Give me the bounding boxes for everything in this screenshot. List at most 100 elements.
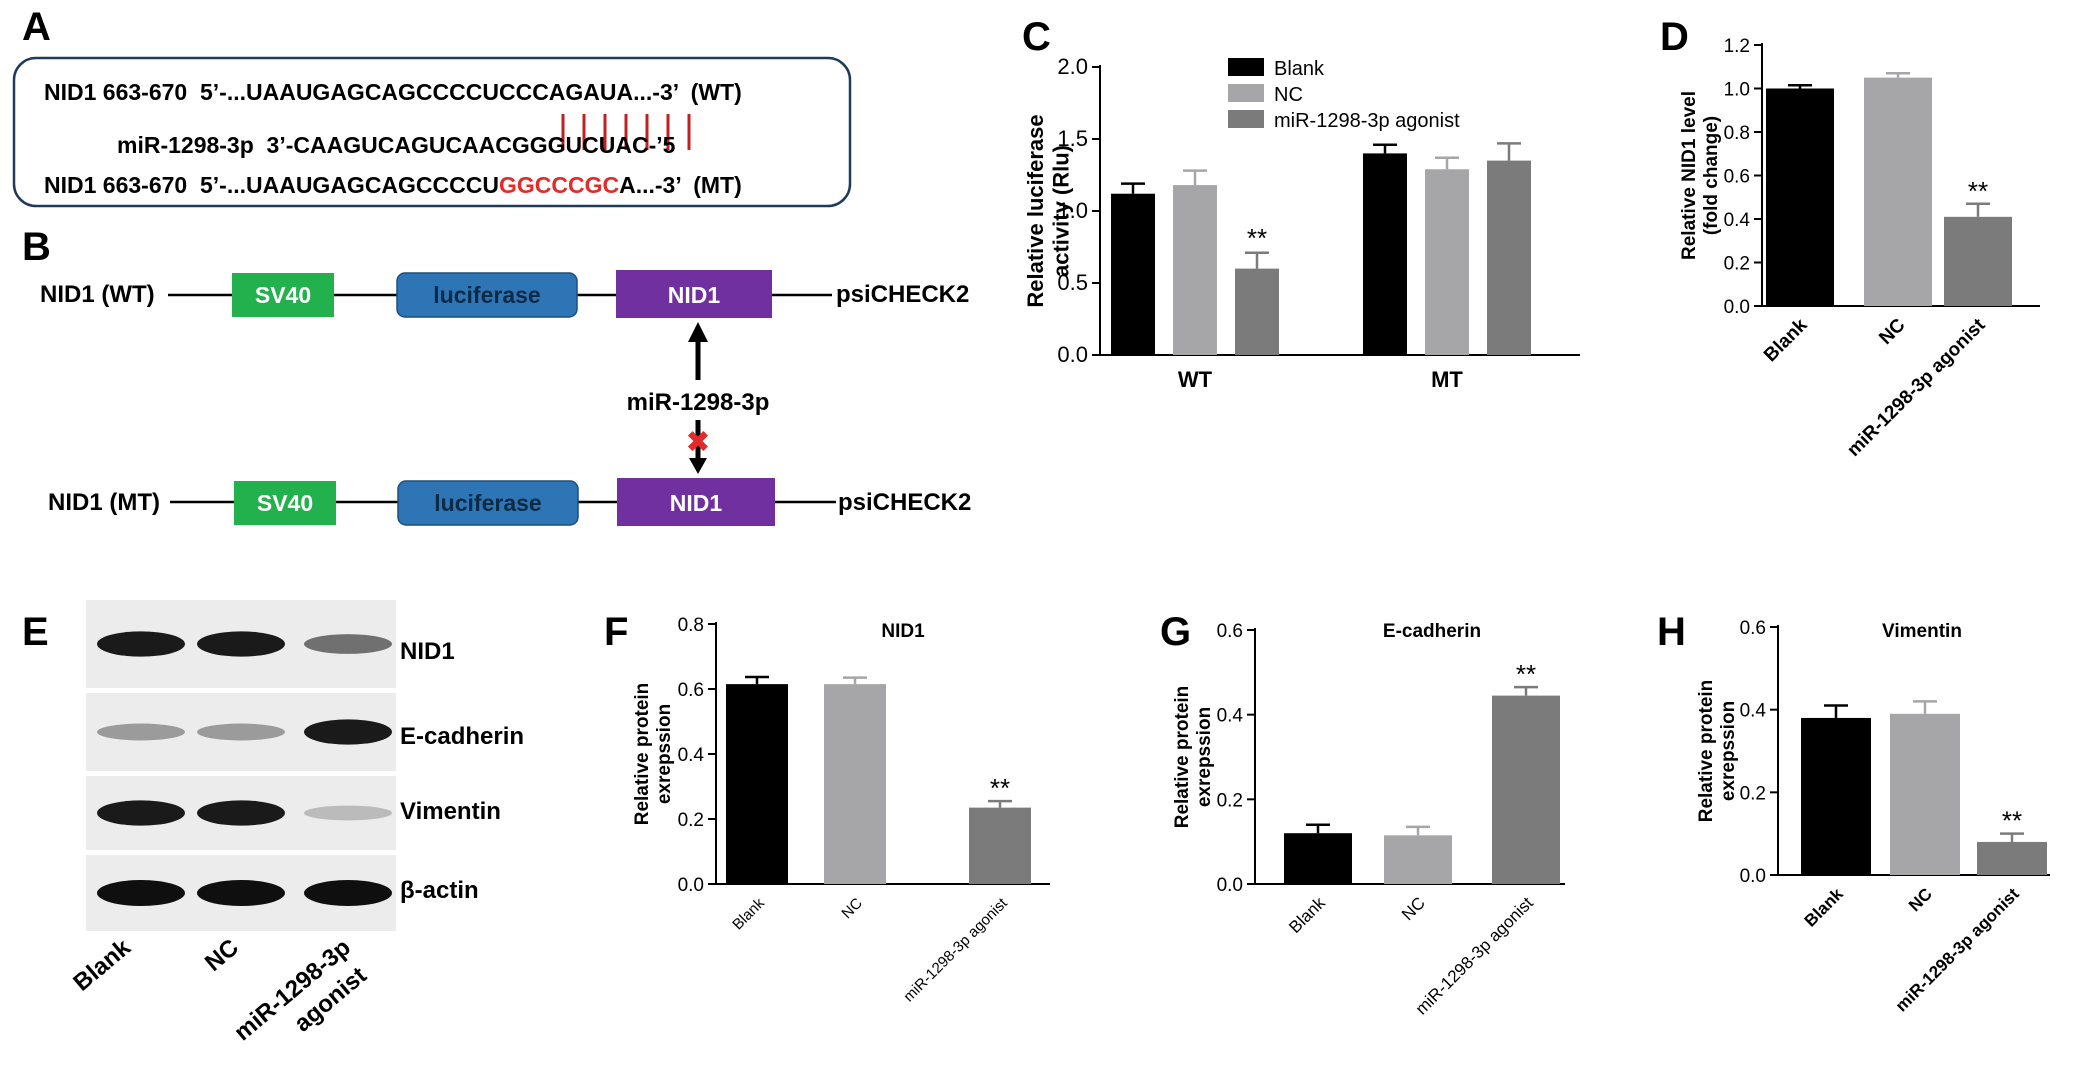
- wt-sequence-line: NID1 663-670 5’-...UAAUGAGCAGCCCCUCCCAGA…: [44, 79, 742, 105]
- y-tick-label: 0.4: [1217, 706, 1244, 727]
- y-tick-label: 0.0: [1740, 866, 1766, 887]
- y-tick-label: 0.0: [1724, 297, 1750, 318]
- y-axis-label: Relative proteinexrepssion: [1172, 686, 1215, 829]
- y-tick-label: 1.2: [1724, 36, 1750, 57]
- blot-label-vimentin: Vimentin: [400, 798, 501, 825]
- y-tick-label: 0.2: [678, 810, 704, 831]
- x-category-label: miR-1298-3p agonist: [1843, 314, 1990, 461]
- blot-strip-beta-actin: [86, 855, 396, 931]
- blot-band: [304, 634, 392, 654]
- chart-g-e-cadherin-protein: 0.0 0.2 0.4 0.6 Relative proteinexrepssion **…: [1172, 621, 1565, 1018]
- panel-b-constructs: NID1 (WT) SV40 luciferase NID1 psiCHECK2…: [40, 270, 971, 526]
- y-axis-label-line2: exrepssion: [654, 704, 675, 804]
- legend-label: miR-1298-3p agonist: [1274, 110, 1460, 132]
- legend-label: Blank: [1274, 58, 1325, 80]
- blot-band: [304, 805, 392, 821]
- mirna-label-b: miR-1298-3p: [627, 389, 770, 416]
- significance-marker: **: [1968, 176, 1988, 206]
- y-tick-label: 0.0: [1217, 875, 1243, 896]
- blot-label-nid1: NID1: [400, 638, 455, 665]
- panel-label-c: C: [1022, 15, 1051, 59]
- bar: [1492, 695, 1560, 884]
- sv40-box-mt: [234, 481, 336, 525]
- y-axis-label-line1: Relative protein: [1696, 680, 1717, 823]
- blot-band: [197, 800, 285, 826]
- panel-label-g: G: [1160, 610, 1191, 654]
- y-tick-label: 0.0: [678, 875, 704, 896]
- blot-band: [304, 719, 392, 745]
- construct-wt-label: NID1 (WT): [40, 281, 155, 308]
- y-axis-label-line1: Relative protein: [632, 683, 653, 826]
- y-tick-label: 0.6: [678, 680, 704, 701]
- block-x-icon: ✖: [685, 425, 710, 460]
- legend-swatch: [1228, 84, 1264, 102]
- blot-strip-vimentin: [86, 776, 396, 850]
- arrow-up-head: [688, 322, 708, 342]
- y-axis-label: Relative proteinexrepssion: [1696, 680, 1739, 823]
- y-axis-label-line2: activity (Rlu): [1048, 145, 1073, 277]
- luciferase-label-wt: luciferase: [433, 282, 540, 308]
- y-tick-label: 0.4: [1740, 701, 1767, 722]
- bar: [1425, 169, 1469, 355]
- blot-band-group: [97, 719, 392, 745]
- blot-label-beta-actin: β-actin: [400, 877, 479, 904]
- bar: [1801, 717, 1871, 875]
- y-axis-label: Relative proteinexrepssion: [632, 683, 675, 826]
- panel-label-f: F: [604, 610, 628, 654]
- y-tick-label: 1.0: [1724, 80, 1750, 101]
- blot-band: [304, 880, 392, 906]
- x-category-label: Blank: [729, 894, 768, 933]
- blot-band: [97, 800, 185, 826]
- blot-strip-e-cadherin: [86, 693, 396, 771]
- sv40-label-wt: SV40: [255, 282, 311, 308]
- y-axis-label-line2: exrepssion: [1718, 701, 1739, 801]
- blot-strip-nid1: [86, 600, 396, 688]
- x-category-label: miR-1298-3p agonist: [1412, 893, 1537, 1018]
- lane-label-blank: Blank: [68, 933, 136, 996]
- panel-e-western-blot: NID1 E-cadherin Vimentin β-actin Blank N…: [68, 600, 524, 1046]
- nid1-label-mt: NID1: [670, 490, 723, 516]
- lane-label-nc: NC: [200, 934, 244, 977]
- x-category-label: Blank: [1285, 893, 1329, 937]
- y-tick-label: 0.6: [1724, 167, 1750, 188]
- bar: [1944, 216, 2012, 306]
- mt-sequence-suffix: A...-3’ (MT): [619, 172, 742, 198]
- y-axis-label: Relative luciferaseactivity (Rlu): [1023, 114, 1073, 307]
- y-axis-label-line2: exrepssion: [1194, 707, 1215, 807]
- nid1-label-wt: NID1: [668, 282, 721, 308]
- y-tick-label: 0.6: [1740, 618, 1766, 639]
- blot-band-group: [97, 631, 392, 657]
- x-category-label: Blank: [1760, 314, 1812, 366]
- panel-label-h: H: [1657, 610, 1686, 654]
- mirna-sequence-line: miR-1298-3p 3’-CAAGUCAGUCAACGGGUCUAC-’5: [117, 132, 676, 158]
- bar: [1384, 835, 1452, 884]
- luciferase-box-mt: [397, 480, 579, 526]
- blot-label-e-cadherin: E-cadherin: [400, 723, 524, 750]
- x-category-label: NC: [838, 895, 865, 922]
- bar: [1284, 833, 1352, 884]
- y-tick-label: 1.5: [1057, 126, 1088, 151]
- blot-band-group: [97, 800, 392, 826]
- chart-title: E-cadherin: [1383, 621, 1481, 642]
- blot-band: [197, 880, 285, 906]
- y-tick-label: 0.8: [678, 615, 704, 636]
- bar: [726, 684, 788, 884]
- x-category-label: NC: [1398, 893, 1429, 924]
- y-tick-label: 0.8: [1724, 123, 1750, 144]
- bar: [1766, 88, 1834, 306]
- mt-mutated-bases: GGCCCGC: [499, 172, 619, 198]
- blot-band: [97, 723, 185, 741]
- chart-d-nid1-level: 0.0 0.2 0.4 0.6 0.8 1.0 1.2 Relative NID1 level…: [1679, 36, 2040, 461]
- chart-h-vimentin-protein: 0.0 0.2 0.4 0.6 Relative proteinexrepssion **…: [1696, 618, 2050, 1015]
- luciferase-box-wt: [396, 272, 578, 318]
- x-category-label: miR-1298-3p agonist: [900, 894, 1011, 1005]
- bar: [1235, 268, 1279, 355]
- panel-label-e: E: [22, 610, 49, 654]
- y-axis-label-line1: Relative protein: [1172, 686, 1193, 829]
- y-tick-label: 0.0: [1057, 342, 1088, 367]
- y-tick-label: 0.5: [1057, 270, 1088, 295]
- y-axis-label-line2: (fold change): [1701, 116, 1722, 235]
- panel-a-sequence-box: NID1 663-670 5’-...UAAUGAGCAGCCCCUCCCAGA…: [12, 56, 852, 208]
- chart-f-nid1-protein: 0.0 0.2 0.4 0.6 0.8 Relative proteinexrepssio…: [632, 615, 1050, 1005]
- y-tick-label: 0.6: [1217, 621, 1243, 642]
